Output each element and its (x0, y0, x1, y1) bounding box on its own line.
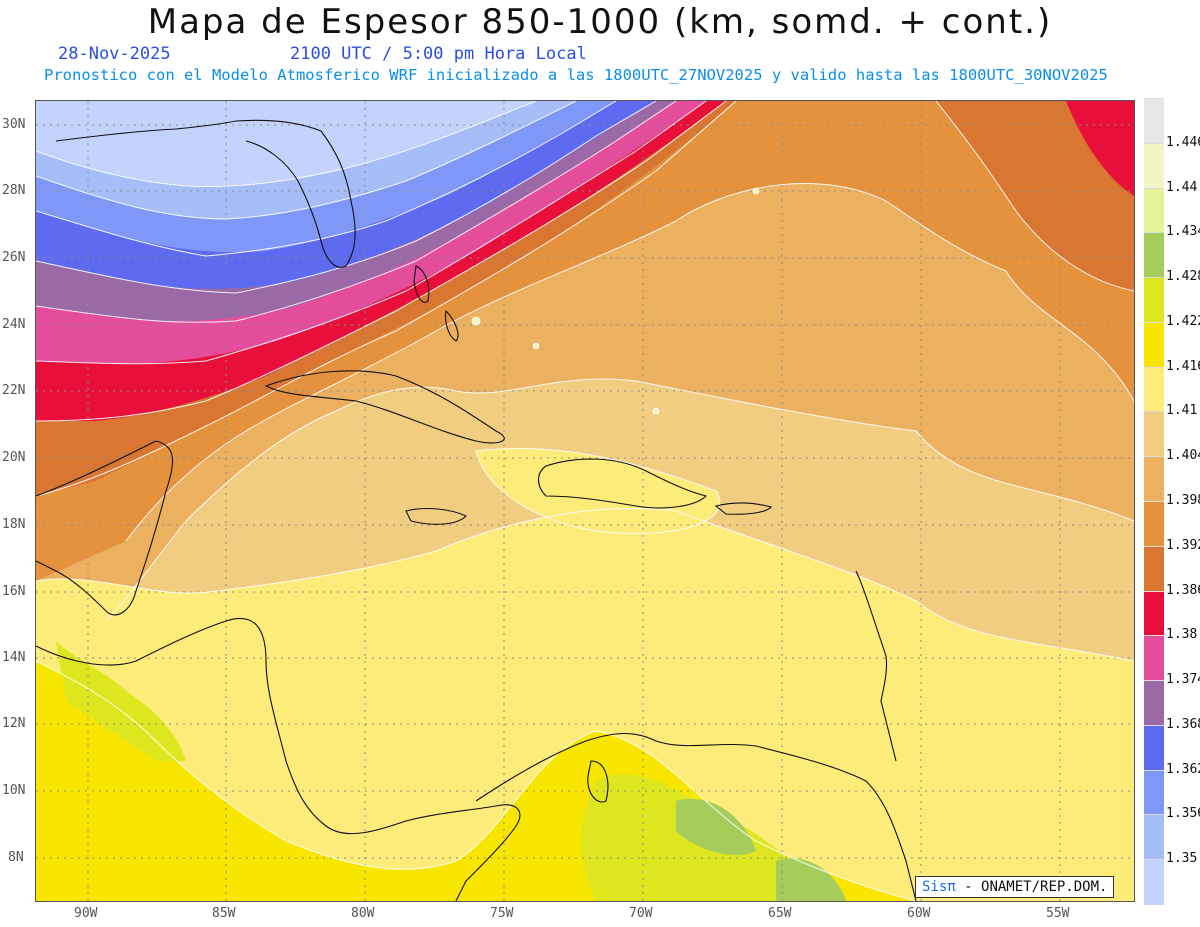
field-below-1350 (36, 101, 536, 187)
thickness-map (35, 100, 1135, 902)
lat-tick: 24N (2, 317, 26, 332)
field-1410-mid (476, 448, 720, 534)
detail-patches (471, 187, 760, 415)
forecast-date: 28-Nov-2025 (58, 44, 171, 64)
field-1386-ne (936, 101, 1134, 291)
sis-logo-text: Sisπ (922, 879, 956, 895)
lon-tick: 60W (907, 906, 931, 921)
colorbar-level-label: 1.416 (1166, 358, 1200, 374)
field-1410 (36, 508, 1134, 901)
credit-text: - ONAMET/REP.DOM. (964, 879, 1108, 895)
colorbar-level-label: 1.422 (1166, 313, 1200, 329)
lon-tick: 75W (490, 906, 514, 921)
colorbar-level-label: 1.38 (1166, 627, 1198, 643)
colorbar-level-label: 1.446 (1166, 134, 1200, 150)
field-1428-b (776, 858, 846, 901)
credit-box: Sisπ - ONAMET/REP.DOM. (915, 876, 1115, 898)
colorbar-swatch (1144, 814, 1164, 861)
colorbar-level-label: 1.434 (1166, 224, 1200, 240)
lon-tick: 65W (768, 906, 792, 921)
field-1428 (676, 799, 756, 855)
coastlines (36, 119, 917, 901)
lon-tick: 85W (212, 906, 236, 921)
colorbar-swatch (1144, 680, 1164, 726)
colorbar-swatch (1144, 366, 1164, 413)
colorbar-level-label: 1.44 (1166, 179, 1198, 195)
colorbar-swatch (1144, 142, 1164, 189)
colorbar-swatch (1144, 456, 1164, 502)
colorbar-swatch (1144, 590, 1164, 637)
colorbar-level-label: 1.368 (1166, 716, 1200, 732)
colorbar-swatch (1144, 859, 1164, 905)
colorbar-swatch (1144, 232, 1164, 279)
colorbar-swatch (1144, 187, 1164, 234)
colorbar-swatch (1144, 411, 1164, 458)
colorbar-swatch (1144, 635, 1164, 682)
colorbar: 1.446 1.44 1.434 1.428 1.422 1.416 1.41 1.404 1.… (1144, 98, 1200, 905)
colorbar-level-label: 1.362 (1166, 761, 1200, 777)
lon-tick: 70W (629, 906, 653, 921)
lat-tick: 14N (2, 650, 26, 665)
lat-tick: 20N (2, 450, 26, 465)
colorbar-swatch (1144, 724, 1164, 771)
colorbar-swatch (1144, 98, 1164, 144)
lon-tick: 90W (74, 906, 98, 921)
lat-tick: 18N (2, 517, 26, 532)
forecast-note: Pronostico con el Modelo Atmosferico WRF… (44, 66, 1108, 84)
lat-tick: 22N (2, 383, 26, 398)
colorbar-level-label: 1.404 (1166, 448, 1200, 464)
colorbar-level-label: 1.386 (1166, 582, 1200, 598)
colorbar-level-label: 1.428 (1166, 269, 1200, 285)
lat-tick: 10N (2, 783, 26, 798)
map-title: Mapa de Espesor 850-1000 (km, somd. + co… (147, 2, 1053, 42)
lat-tick: 30N (2, 117, 26, 132)
lon-tick: 55W (1046, 906, 1070, 921)
colorbar-level-label: 1.35 (1166, 851, 1198, 867)
colorbar-swatch (1144, 501, 1164, 547)
colorbar-swatch (1144, 545, 1164, 592)
field-1416-w (36, 691, 51, 741)
graticule (36, 101, 1134, 901)
forecast-time: 2100 UTC / 5:00 pm Hora Local (290, 44, 587, 64)
colorbar-swatch (1144, 769, 1164, 816)
colorbar-level-label: 1.374 (1166, 672, 1200, 688)
lat-tick: 12N (2, 716, 26, 731)
lat-tick: 26N (2, 250, 26, 265)
colorbar-level-label: 1.392 (1166, 537, 1200, 553)
colorbar-swatch (1144, 277, 1164, 323)
colorbar-swatch (1144, 321, 1164, 368)
field-1422-w (56, 641, 186, 761)
lon-tick: 80W (351, 906, 375, 921)
colorbar-level-label: 1.41 (1166, 403, 1198, 419)
lat-tick: 8N (8, 850, 24, 865)
field-1380-ne (1066, 101, 1134, 196)
colorbar-level-label: 1.398 (1166, 493, 1200, 508)
lat-tick: 28N (2, 183, 26, 198)
colorbar-level-label: 1.356 (1166, 806, 1200, 822)
lat-tick: 16N (2, 584, 26, 599)
map-canvas (36, 101, 1134, 901)
